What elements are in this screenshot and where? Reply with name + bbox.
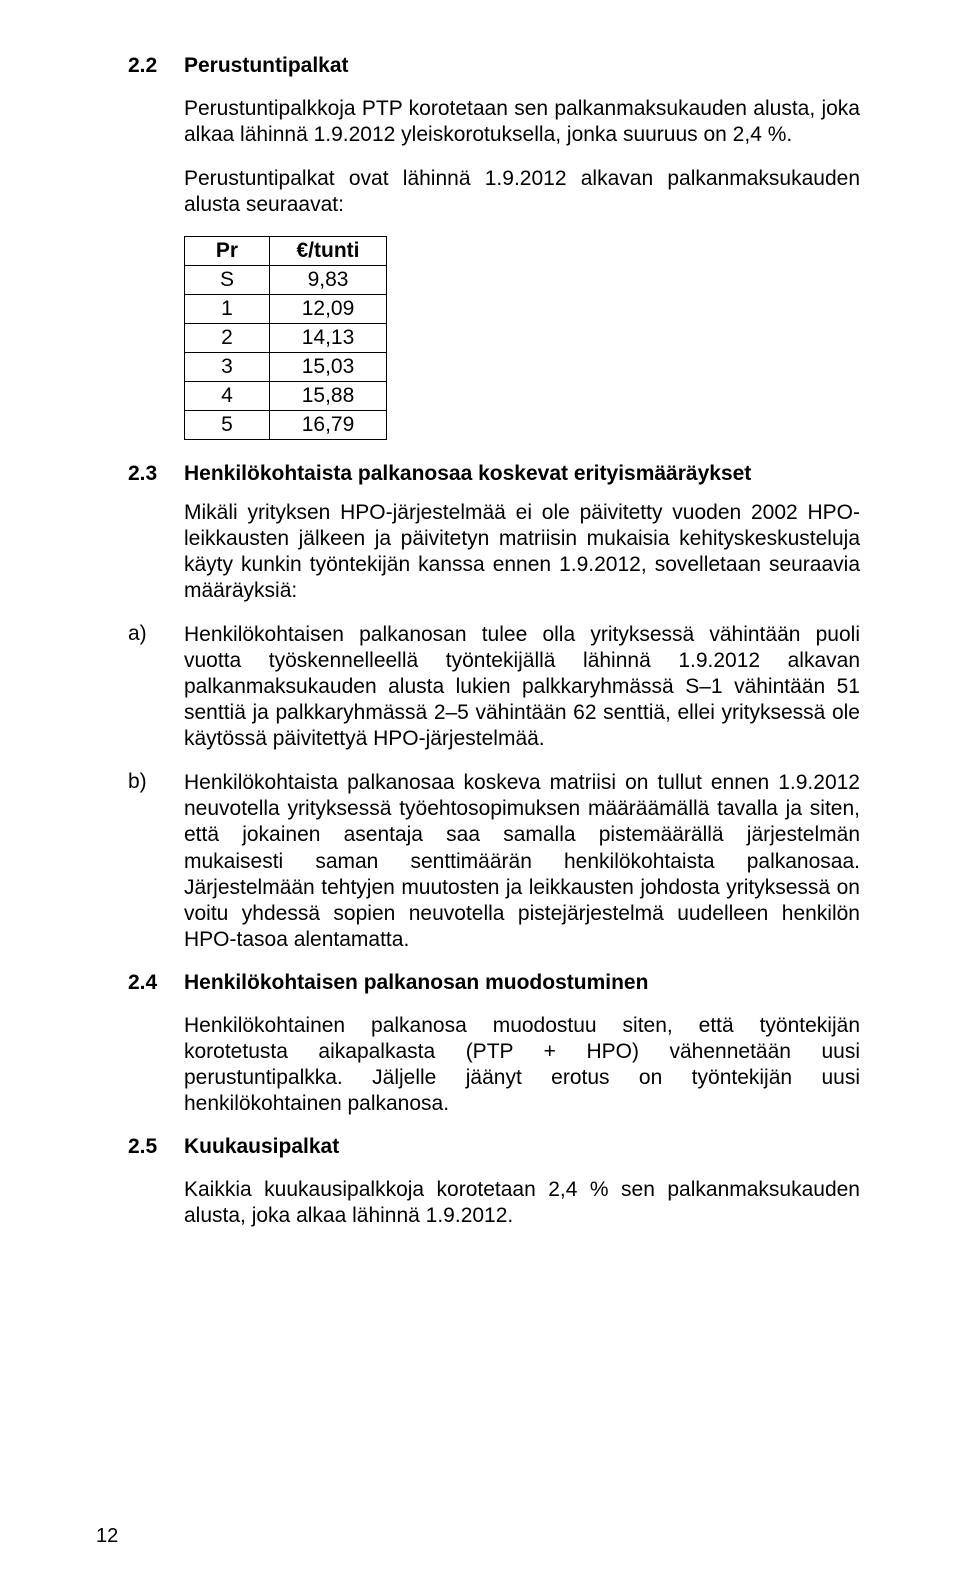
table-row: 4 15,88 [185,382,387,411]
paragraph: Perustuntipalkat ovat lähinnä 1.9.2012 a… [184,166,860,218]
list-item-b: b) Henkilökohtaista palkanosaa koskeva m… [128,770,860,952]
section-22-heading: 2.2 Perustuntipalkat [128,54,860,78]
paragraph: Mikäli yrityksen HPO-järjestelmää ei ole… [184,500,860,604]
table-cell: 5 [185,411,270,440]
section-title: Henkilökohtaisen palkanosan muodostumine… [184,971,648,995]
table-cell: 9,83 [270,266,387,295]
table-row: 1 12,09 [185,295,387,324]
section-number: 2.2 [128,54,184,78]
section-title: Henkilökohtaista palkanosaa koskevat eri… [184,462,751,486]
table-header-row: Pr €/tunti [185,237,387,266]
table-row: 2 14,13 [185,324,387,353]
table-cell: 1 [185,295,270,324]
table-cell: 4 [185,382,270,411]
table-cell: 2 [185,324,270,353]
table-cell: S [185,266,270,295]
list-text: Henkilökohtaista palkanosaa koskeva matr… [184,770,860,952]
page-number: 12 [96,1525,118,1548]
list-label: b) [128,770,184,794]
table-cell: 12,09 [270,295,387,324]
table-cell: 16,79 [270,411,387,440]
table-row: 5 16,79 [185,411,387,440]
table-row: S 9,83 [185,266,387,295]
list-item-a: a) Henkilökohtaisen palkanosan tulee oll… [128,622,860,752]
section-number: 2.5 [128,1135,184,1159]
section-title: Perustuntipalkat [184,54,349,78]
document-page: 2.2 Perustuntipalkat Perustuntipalkkoja … [0,0,960,1574]
table-cell: 15,03 [270,353,387,382]
section-24-heading: 2.4 Henkilökohtaisen palkanosan muodostu… [128,971,860,995]
section-25-heading: 2.5 Kuukausipalkat [128,1135,860,1159]
table-cell: 3 [185,353,270,382]
table-cell: 15,88 [270,382,387,411]
salary-table: Pr €/tunti S 9,83 1 12,09 2 14,13 3 15,0… [184,236,387,440]
list-text: Henkilökohtaisen palkanosan tulee olla y… [184,622,860,752]
table-header-cell: €/tunti [270,237,387,266]
section-number: 2.4 [128,971,184,995]
section-title: Kuukausipalkat [184,1135,339,1159]
list-label: a) [128,622,184,646]
paragraph: Perustuntipalkkoja PTP korotetaan sen pa… [184,96,860,148]
table-cell: 14,13 [270,324,387,353]
section-23-heading: 2.3 Henkilökohtaista palkanosaa koskevat… [128,462,860,486]
section-number: 2.3 [128,462,184,486]
table-row: 3 15,03 [185,353,387,382]
paragraph: Henkilökohtainen palkanosa muodostuu sit… [184,1013,860,1117]
paragraph: Kaikkia kuukausipalkkoja korotetaan 2,4 … [184,1177,860,1229]
table-header-cell: Pr [185,237,270,266]
